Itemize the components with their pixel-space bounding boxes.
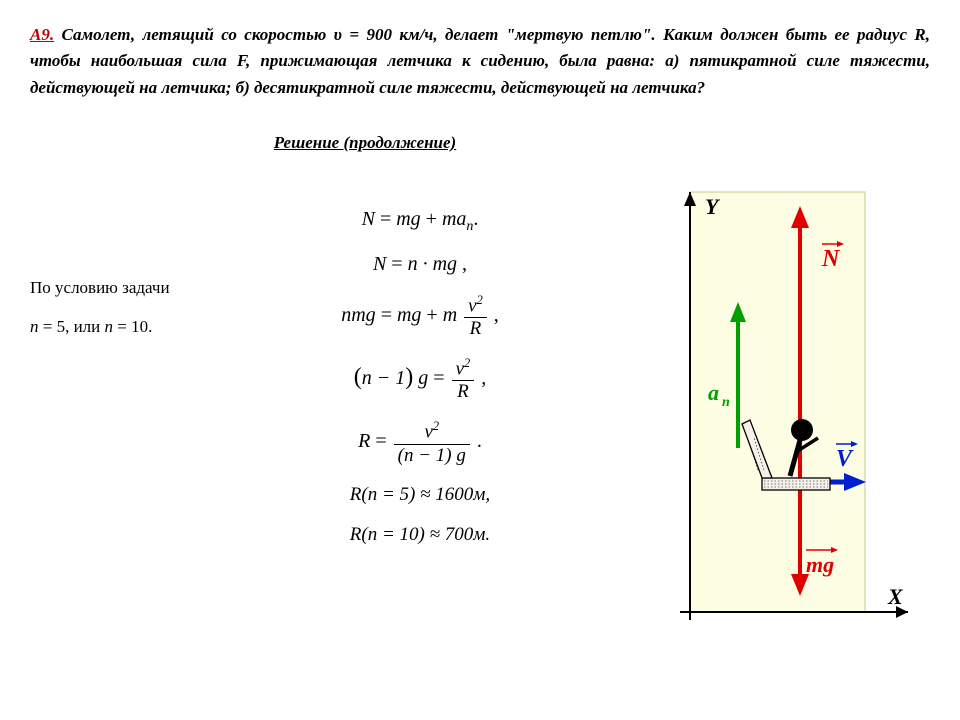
equations-block: N = mg + man. N = n · mg , nmg = mg + m … <box>230 208 610 564</box>
eq-2: N = n · mg , <box>230 253 610 276</box>
problem-statement: А9. Самолет, летящий со скоростью υ = 90… <box>0 0 960 101</box>
eq-3: nmg = mg + m v2 R , <box>230 294 610 339</box>
result-2: R(n = 10) ≈ 700м. <box>230 524 610 546</box>
condition-line1: По условию задачи <box>30 268 170 307</box>
condition-block: По условию задачи n = 5, или n = 10. <box>30 268 170 346</box>
eq-5: R = v2 (n − 1) g . <box>230 420 610 465</box>
problem-id: А9. <box>30 25 54 44</box>
eq-1: N = mg + man. <box>230 208 610 235</box>
problem-text: Самолет, летящий со скоростью υ = 900 км… <box>30 25 930 97</box>
an-vector-label: a <box>708 380 719 405</box>
n-vector-label: N <box>821 246 841 272</box>
mg-vector-label: mg <box>806 552 834 577</box>
diagram-svg: Y X N mg a n V <box>650 180 920 660</box>
condition-line2: n = 5, или n = 10. <box>30 307 170 346</box>
v-vector-label: V <box>836 446 854 472</box>
solution-heading: Решение (продолжение) <box>0 133 960 153</box>
x-axis-label: X <box>887 584 904 609</box>
svg-text:n: n <box>722 395 730 410</box>
eq-4: (n − 1) g = v2 R , <box>230 357 610 402</box>
force-diagram: Y X N mg a n V <box>650 180 920 660</box>
result-1: R(n = 5) ≈ 1600м, <box>230 484 610 506</box>
